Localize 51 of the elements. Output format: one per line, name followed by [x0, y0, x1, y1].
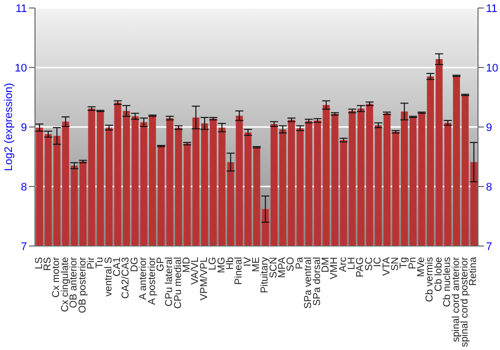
y2-tick-label: 8 [486, 181, 492, 194]
x-tick-label: Pineal [234, 257, 245, 285]
x-tick-label: CA2/CA3 [120, 256, 132, 299]
x-tick-label: RS [42, 256, 54, 271]
x-tick-label: spinal cord posterior [459, 256, 470, 348]
y-tick-label: 8 [20, 181, 27, 194]
y-axis-title: Log2 (expression) [2, 82, 15, 172]
x-tick-label: ventral S [103, 256, 114, 296]
y-tick-label: 10 [14, 62, 27, 74]
x-tick-label: A anterior [138, 256, 150, 300]
x-tick-label: IC [372, 257, 384, 267]
x-tick-label: A posterior [146, 256, 158, 305]
x-tick-label: PAG [355, 256, 366, 278]
y-tick-label: 9 [20, 122, 27, 134]
x-tick-label: Pituitary [260, 257, 271, 294]
x-tick-label: Cb lobe [433, 256, 444, 292]
y-tick-label: 7 [20, 240, 27, 253]
x-tick-label: Pir [86, 256, 97, 270]
x-tick-label: VMH [329, 257, 340, 280]
x-tick-label: OB posterior [77, 256, 88, 314]
y2-tick-label: 11 [486, 2, 498, 15]
x-tick-label: SPa dorsal [312, 257, 323, 306]
y2-tick-label: 9 [486, 122, 492, 134]
x-tick-label: Cx cingulate [60, 256, 71, 312]
x-tick-label: Arc [338, 257, 349, 272]
x-tick-label: LS [34, 256, 45, 270]
x-tick-label: ME [251, 256, 262, 272]
y2-tick-label: 7 [486, 240, 492, 253]
x-tick-label: VTA [381, 256, 392, 276]
x-tick-label: SO [286, 256, 297, 272]
x-tick-label: GP [155, 256, 166, 272]
x-tick-label: Pn [407, 257, 418, 270]
x-tick-label: Cb nucleus [442, 257, 454, 308]
x-tick-label: CPu medial [172, 257, 184, 309]
x-tick-label: Tu [94, 257, 106, 268]
x-tick-label: Tg [398, 257, 410, 269]
x-tick-label: DG [129, 256, 140, 272]
x-tick-label: SC [364, 257, 375, 271]
x-tick-label: SCN [268, 257, 280, 278]
x-tick-label: Retina [468, 256, 480, 286]
x-tick-label: OB anterior [68, 256, 80, 308]
x-tick-label: Pa [294, 256, 306, 270]
x-tick-label: spinal cord anterior [450, 256, 462, 342]
y-tick-label: 11 [16, 2, 27, 15]
x-tick-label: LG [208, 256, 219, 270]
x-tick-label: VPM/VPL [198, 256, 210, 300]
x-tick-label: SN [390, 257, 401, 271]
x-tick-label: DM [320, 257, 332, 273]
x-tick-label: Hb [224, 256, 236, 270]
x-tick-label: IV [242, 256, 254, 266]
y2-tick-label: 10 [486, 62, 498, 74]
